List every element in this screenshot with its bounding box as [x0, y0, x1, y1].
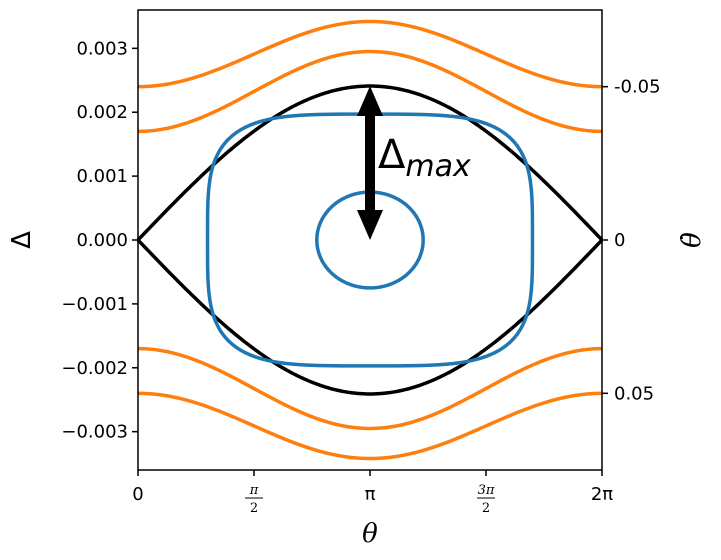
y-tick-label: −0.001 [61, 294, 128, 315]
y-axis-label: Δ [7, 231, 37, 249]
right-tick-label: 0.05 [614, 383, 654, 404]
x-tick-label-denominator: 2 [482, 501, 490, 516]
delta-max-symbol: Δ [378, 132, 406, 178]
x-tick-label-denominator: 2 [250, 501, 258, 516]
circulating-orbit-upper-2 [137, 19, 603, 89]
y-tick-label: 0.001 [76, 166, 128, 187]
right-tick-label: 0 [614, 230, 625, 251]
circulating-orbit-upper-1 [137, 49, 603, 134]
y-tick-label: 0.002 [76, 102, 128, 123]
y-tick-label: −0.003 [61, 422, 128, 443]
y-axis-ticks: 0.003 0.002 0.001 0.000 −0.001 −0.002 −0.003 [61, 38, 138, 443]
x-tick-label: 0 [132, 484, 143, 505]
arrow-head-top [357, 86, 383, 117]
delta-max-arrow [357, 86, 383, 240]
librating-orbit-2 [205, 112, 535, 368]
y-tick-label: −0.002 [61, 358, 128, 379]
x-tick-label-numerator: 3π [478, 483, 495, 498]
right-tick-label: -0.05 [614, 77, 661, 98]
x-tick-label: π [365, 484, 376, 505]
circulating-orbit-lower-1 [137, 346, 603, 431]
circulating-orbit-lower-2 [137, 391, 603, 461]
x-tick-label-numerator: π [249, 483, 259, 498]
y-tick-label: 0.000 [76, 230, 128, 251]
librating-orbit-1 [315, 190, 425, 290]
y-tick-label: 0.003 [76, 38, 128, 59]
delta-max-subscript: max [405, 149, 471, 184]
x-tick-label: 2π [591, 484, 613, 505]
arrow-head-bottom [357, 210, 383, 240]
right-axis-label: θ̇ [677, 232, 707, 248]
delta-max-label: Δmax [378, 132, 471, 184]
x-axis-label: θ [362, 519, 378, 549]
right-axis-ticks: -0.05 0 0.05 [602, 77, 661, 404]
